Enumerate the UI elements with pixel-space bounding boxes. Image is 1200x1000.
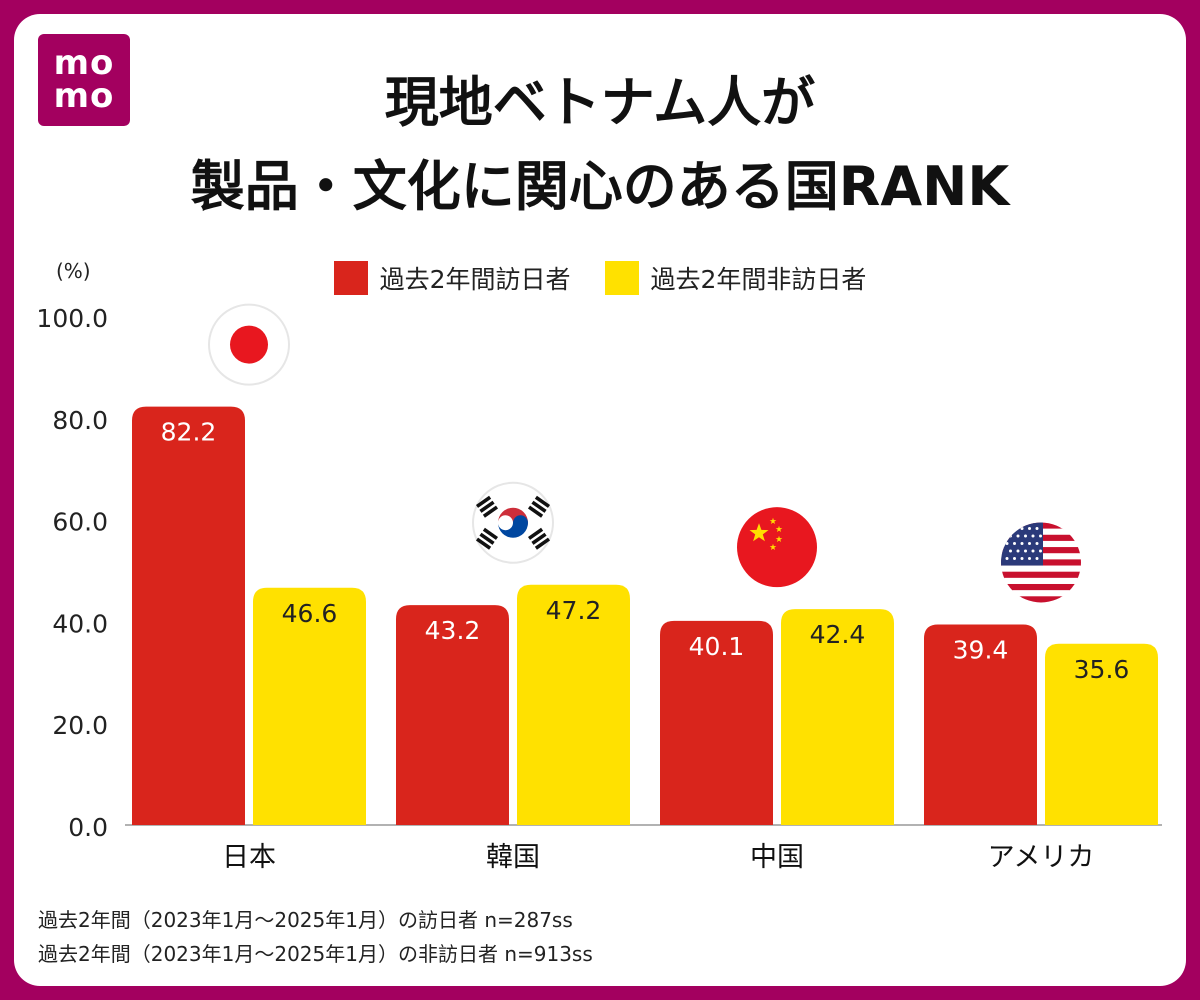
legend-swatch-visitors xyxy=(333,261,368,295)
legend-item-non-visitors: 過去2年間非訪日者 xyxy=(604,260,867,296)
data-label: 82.2 xyxy=(161,418,217,447)
data-label: 43.2 xyxy=(425,616,481,645)
x-tick-label: 中国 xyxy=(750,842,804,873)
data-label: 40.1 xyxy=(689,632,745,661)
legend-swatch-non-visitors xyxy=(604,261,639,295)
data-label: 39.4 xyxy=(953,635,1009,664)
bar-visitors xyxy=(396,605,509,825)
bar-visitors xyxy=(660,620,773,825)
legend-label-visitors: 過去2年間訪日者 xyxy=(379,265,571,294)
data-label: 35.6 xyxy=(1074,655,1130,684)
y-tick-label: 40.0 xyxy=(52,609,108,638)
bar-visitors xyxy=(924,624,1037,825)
bar-non-visitors xyxy=(1045,643,1158,825)
bar-non-visitors xyxy=(517,584,630,825)
bar-non-visitors xyxy=(253,587,366,825)
title-line-1: 現地ベトナム人が xyxy=(384,71,816,134)
y-axis-unit-label: (%) xyxy=(56,259,91,283)
chart-legend: 過去2年間訪日者 過去2年間非訪日者 xyxy=(14,260,1186,296)
korea-flag-icon xyxy=(472,481,554,564)
title-line-2: 製品・文化に関心のある国RANK xyxy=(190,155,1010,218)
logo-line-2: mo xyxy=(53,76,115,116)
bar-non-visitors xyxy=(781,609,894,825)
momo-logo: mo mo xyxy=(38,34,130,126)
logo-line-1: mo xyxy=(53,43,115,83)
china-flag-icon xyxy=(737,507,817,588)
y-tick-label: 100.0 xyxy=(36,304,108,333)
y-tick-label: 20.0 xyxy=(52,711,108,740)
y-tick-label: 80.0 xyxy=(52,406,108,435)
legend-label-non-visitors: 過去2年間非訪日者 xyxy=(650,265,867,294)
footnote-non-visitors: 過去2年間（2023年1月～2025年1月）の非訪日者 n=913ss xyxy=(38,942,593,966)
bar-visitors xyxy=(132,406,245,825)
x-tick-label: アメリカ xyxy=(988,842,1095,873)
y-tick-label: 0.0 xyxy=(68,813,108,842)
data-label: 47.2 xyxy=(546,596,602,625)
y-tick-label: 60.0 xyxy=(52,508,108,537)
data-label: 46.6 xyxy=(282,599,338,628)
x-tick-label: 日本 xyxy=(222,842,276,873)
footnote-visitors: 過去2年間（2023年1月～2025年1月）の訪日者 n=287ss xyxy=(38,908,573,932)
x-tick-label: 韓国 xyxy=(486,842,540,873)
legend-item-visitors: 過去2年間訪日者 xyxy=(333,260,571,296)
data-label: 42.4 xyxy=(810,620,866,649)
japan-flag-icon xyxy=(208,303,290,386)
usa-flag-icon xyxy=(1001,522,1081,603)
